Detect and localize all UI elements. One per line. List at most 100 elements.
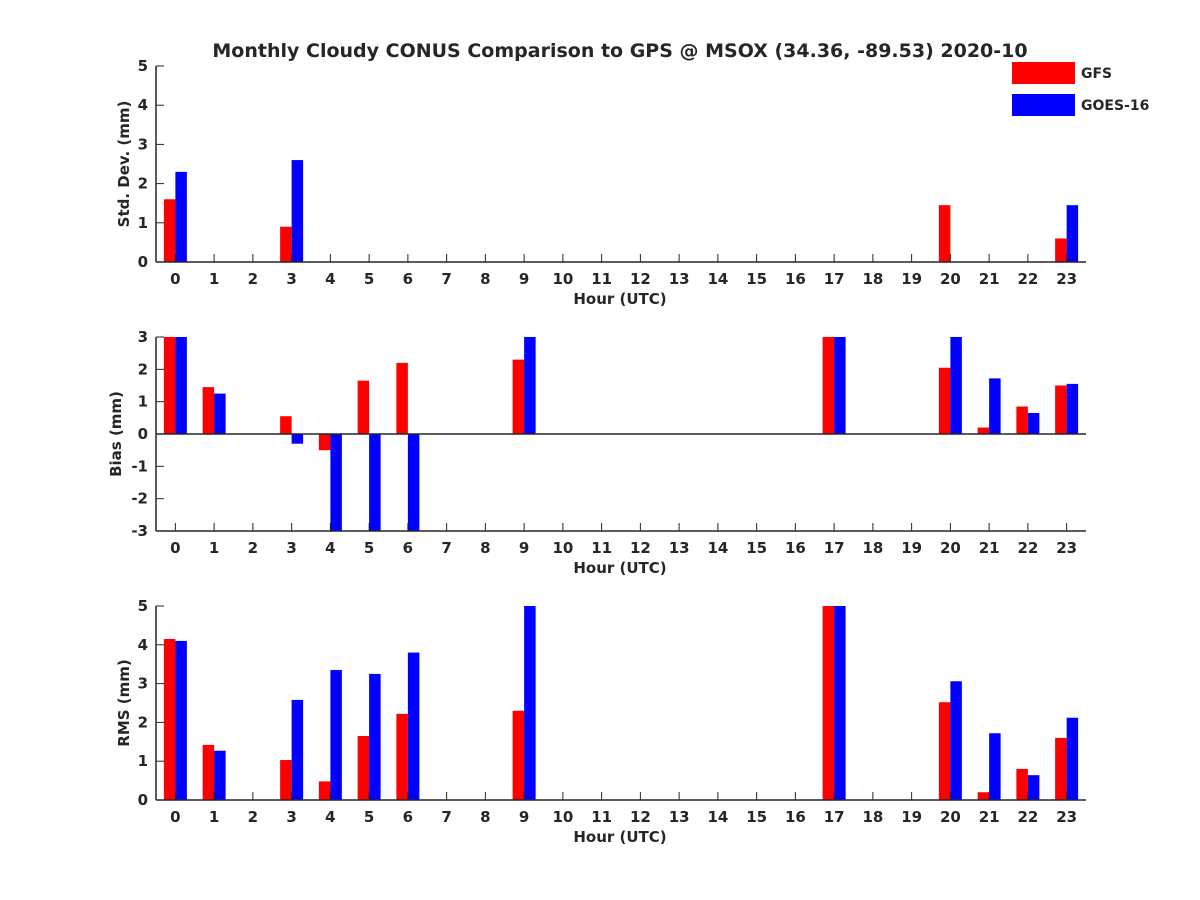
x-tick-label: 13	[669, 539, 690, 557]
bar-gfs-hour-23	[1055, 385, 1067, 434]
bar-gfs-hour-6	[396, 713, 408, 800]
x-tick-label: 1	[209, 539, 219, 557]
y-tick-label: 2	[138, 360, 148, 378]
x-tick-label: 16	[785, 539, 806, 557]
y-tick-label: 3	[138, 135, 148, 153]
bar-goes-16-hour-1	[214, 393, 226, 434]
bar-gfs-hour-3	[280, 226, 292, 262]
y-tick-label: 1	[138, 752, 148, 770]
x-tick-label: 0	[170, 808, 180, 826]
x-tick-label: 9	[519, 539, 529, 557]
bar-goes-16-hour-9	[524, 337, 536, 434]
y-tick-label: 1	[138, 214, 148, 232]
x-tick-label: 15	[746, 539, 767, 557]
x-tick-label: 10	[552, 808, 573, 826]
y-tick-label: 3	[138, 675, 148, 693]
x-tick-label: 14	[707, 808, 728, 826]
bar-gfs-hour-4	[318, 781, 331, 800]
x-tick-label: 16	[785, 270, 806, 288]
x-tick-label: 1	[209, 270, 219, 288]
x-tick-label: 3	[286, 808, 296, 826]
bar-gfs-hour-23	[1055, 238, 1067, 262]
legend-swatch-goes-16	[1012, 94, 1075, 116]
x-tick-label: 0	[170, 539, 180, 557]
x-tick-label: 14	[707, 539, 728, 557]
bar-goes-16-hour-6	[407, 652, 420, 800]
bar-goes-16-hour-6	[407, 434, 420, 531]
legend-label: GOES-16	[1081, 98, 1149, 114]
y-axis-label: Std. Dev. (mm)	[115, 101, 133, 228]
x-tick-label: 23	[1056, 808, 1077, 826]
bar-gfs-hour-3	[280, 416, 292, 434]
bar-gfs-hour-0	[163, 337, 176, 434]
x-tick-label: 23	[1056, 539, 1077, 557]
bar-gfs-hour-3	[280, 760, 292, 800]
x-tick-label: 5	[364, 539, 374, 557]
bar-gfs-hour-20	[938, 367, 951, 434]
x-tick-label: 4	[325, 808, 335, 826]
bar-gfs-hour-5	[357, 380, 370, 434]
x-tick-label: 23	[1056, 270, 1077, 288]
bar-goes-16-hour-23	[1066, 383, 1079, 434]
x-tick-label: 2	[248, 808, 258, 826]
y-tick-label: 2	[138, 713, 148, 731]
bar-gfs-hour-0	[163, 199, 176, 262]
bar-gfs-hour-20	[938, 702, 951, 800]
bar-goes-16-hour-4	[330, 434, 342, 531]
bar-goes-16-hour-3	[291, 434, 304, 444]
bar-gfs-hour-9	[512, 359, 525, 434]
bar-gfs-hour-20	[938, 205, 951, 262]
x-tick-label: 9	[519, 808, 529, 826]
bar-gfs-hour-9	[512, 710, 525, 800]
x-tick-label: 21	[979, 539, 1000, 557]
bar-goes-16-hour-4	[330, 670, 342, 800]
bars	[163, 337, 1079, 531]
bar-gfs-hour-23	[1055, 737, 1067, 800]
bar-gfs-hour-21	[977, 427, 990, 434]
legend-swatch-gfs	[1012, 62, 1075, 84]
bars	[163, 160, 1079, 262]
x-tick-label: 17	[824, 270, 845, 288]
x-tick-label: 15	[746, 270, 767, 288]
x-tick-label: 3	[286, 270, 296, 288]
chart-title: Monthly Cloudy CONUS Comparison to GPS @…	[212, 40, 1027, 62]
y-tick-label: 0	[138, 425, 148, 443]
x-tick-label: 7	[441, 539, 451, 557]
y-tick-label: -2	[131, 490, 148, 508]
x-tick-label: 18	[862, 270, 883, 288]
x-tick-label: 20	[940, 270, 961, 288]
x-tick-label: 22	[1017, 808, 1038, 826]
x-tick-label: 12	[630, 808, 651, 826]
x-tick-label: 22	[1017, 270, 1038, 288]
y-tick-label: 0	[138, 253, 148, 271]
y-tick-label: -1	[131, 457, 148, 475]
x-tick-label: 4	[325, 270, 335, 288]
x-tick-label: 13	[669, 270, 690, 288]
bar-gfs-hour-6	[396, 362, 408, 434]
bar-gfs-hour-17	[822, 606, 835, 800]
x-tick-label: 12	[630, 539, 651, 557]
x-tick-label: 2	[248, 270, 258, 288]
x-tick-label: 6	[403, 539, 413, 557]
bar-goes-16-hour-1	[214, 750, 226, 800]
bar-goes-16-hour-22	[1027, 775, 1040, 800]
bar-goes-16-hour-21	[989, 733, 1001, 800]
bar-gfs-hour-22	[1016, 406, 1028, 434]
x-tick-label: 11	[591, 270, 612, 288]
x-tick-label: 2	[248, 539, 258, 557]
bar-goes-16-hour-21	[989, 378, 1001, 434]
y-tick-label: -3	[131, 522, 148, 540]
y-tick-label: 4	[138, 636, 148, 654]
y-tick-label: 4	[138, 96, 148, 114]
x-tick-label: 15	[746, 808, 767, 826]
x-tick-label: 19	[901, 808, 922, 826]
bar-goes-16-hour-20	[950, 337, 962, 434]
bar-gfs-hour-21	[977, 792, 990, 800]
x-tick-label: 7	[441, 270, 451, 288]
x-tick-label: 8	[480, 808, 490, 826]
x-tick-label: 11	[591, 539, 612, 557]
x-tick-label: 19	[901, 270, 922, 288]
